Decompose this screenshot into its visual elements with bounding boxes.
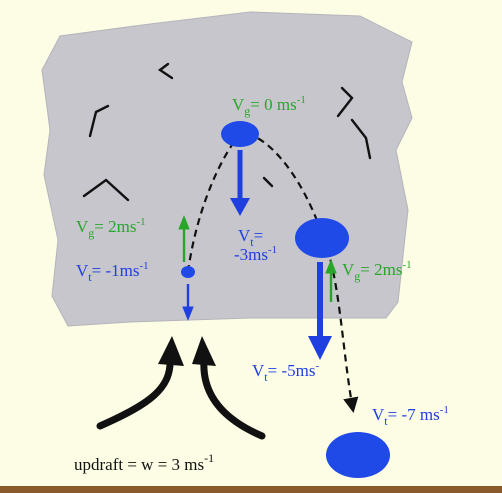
updraft-arrow-left <box>96 354 174 430</box>
label-left-drop-vt: Vt= -1ms-1 <box>76 260 149 284</box>
drop-right <box>295 218 349 258</box>
label-top-drop-vg: Vg= 0 ms-1 <box>232 94 306 118</box>
ice-crystal <box>350 118 372 160</box>
ice-crystal <box>82 178 130 202</box>
top-drop-fall-arrow <box>230 150 250 216</box>
ice-crystal <box>336 86 354 118</box>
drop-trajectory <box>186 132 359 414</box>
label-top-drop-vt-2: -3ms-1 <box>234 244 277 264</box>
drop-left <box>181 266 195 278</box>
updraft-arrows <box>96 336 266 440</box>
ground-line <box>0 486 502 493</box>
label-right-drop-vg: Vg= 2ms-1 <box>342 259 412 283</box>
label-bottom-drop-vt: Vt= -7 ms-1 <box>372 404 449 428</box>
drop-bottom <box>326 432 390 478</box>
ice-crystals <box>82 62 372 202</box>
updraft-arrow-right <box>200 356 266 440</box>
label-updraft: updraft = w = 3 ms-1 <box>74 451 214 474</box>
ice-crystal <box>157 62 174 80</box>
ice-crystal <box>88 104 110 138</box>
label-right-drop-vt: Vt= -5ms- <box>252 360 319 384</box>
label-top-drop-vt-1: Vt= <box>238 226 263 249</box>
label-left-drop-vg: Vg= 2ms-1 <box>76 216 146 240</box>
drop-top <box>221 121 259 147</box>
ice-crystal <box>262 176 274 188</box>
right-drop-fall-arrow <box>308 262 332 360</box>
